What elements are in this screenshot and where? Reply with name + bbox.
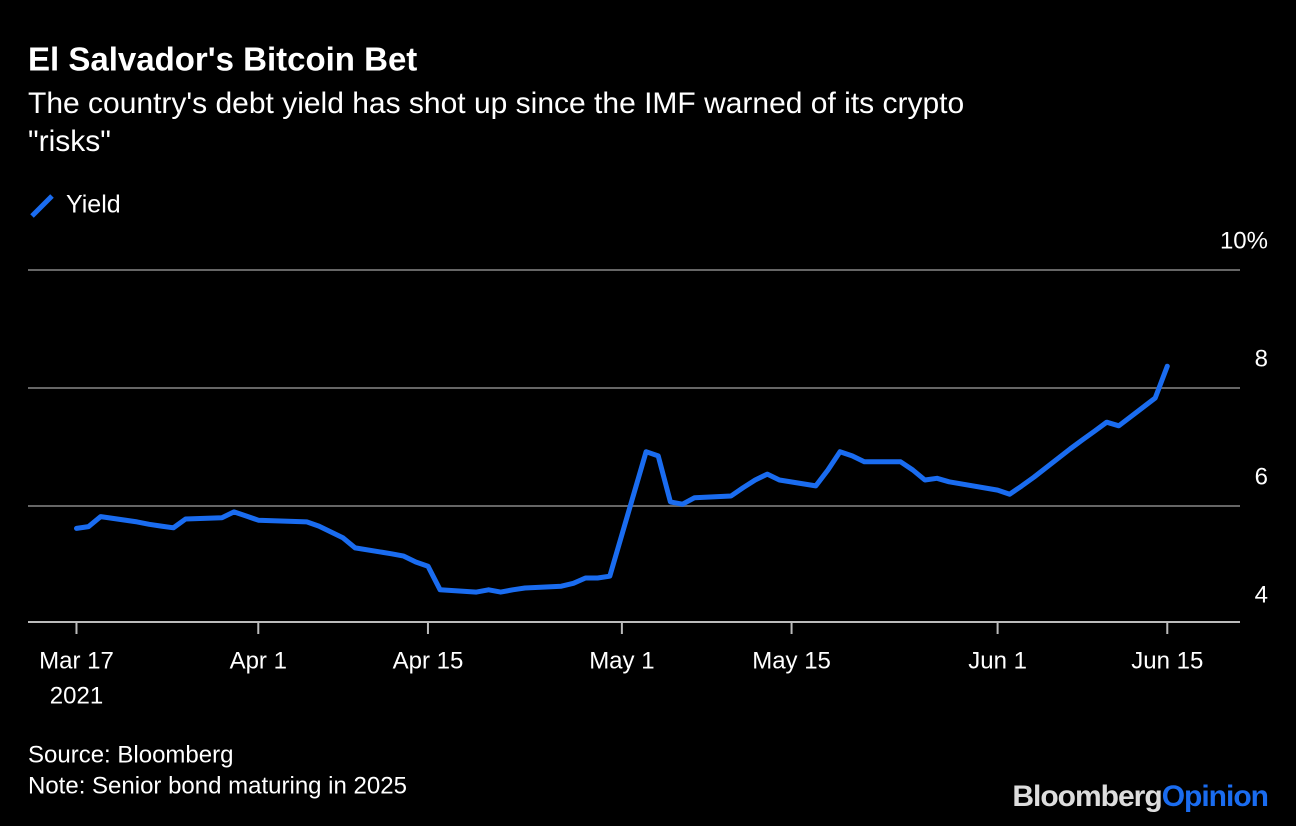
y-tick-label: 8 (1255, 345, 1268, 372)
source: Source: Bloomberg (28, 741, 233, 768)
chart-subtitle: The country's debt yield has shot up sin… (28, 87, 964, 120)
chart-subtitle: "risks" (28, 125, 111, 158)
legend-swatch (30, 194, 54, 218)
x-tick-label: Mar 17 (39, 647, 114, 674)
y-tick-label: 4 (1255, 581, 1268, 608)
x-tick-label: Apr 1 (230, 647, 287, 674)
x-tick-label: Jun 15 (1131, 647, 1203, 674)
chart-title: El Salvador's Bitcoin Bet (28, 41, 417, 78)
x-tick-label: Jun 1 (968, 647, 1027, 674)
data-line (74, 363, 1170, 595)
brand-logo: BloombergOpinion (1012, 780, 1268, 813)
x-tick-label: May 1 (589, 647, 654, 674)
y-tick-label: 10% (1220, 227, 1268, 254)
brand-sub: Opinion (1162, 780, 1268, 813)
x-tick-label: Apr 15 (393, 647, 464, 674)
x-tick-label: May 15 (752, 647, 831, 674)
brand: Bloomberg (1012, 780, 1161, 813)
legend-label: Yield (66, 191, 121, 219)
x-year-label: 2021 (50, 682, 103, 709)
note: Note: Senior bond maturing in 2025 (28, 772, 407, 799)
y-tick-label: 6 (1255, 463, 1268, 490)
